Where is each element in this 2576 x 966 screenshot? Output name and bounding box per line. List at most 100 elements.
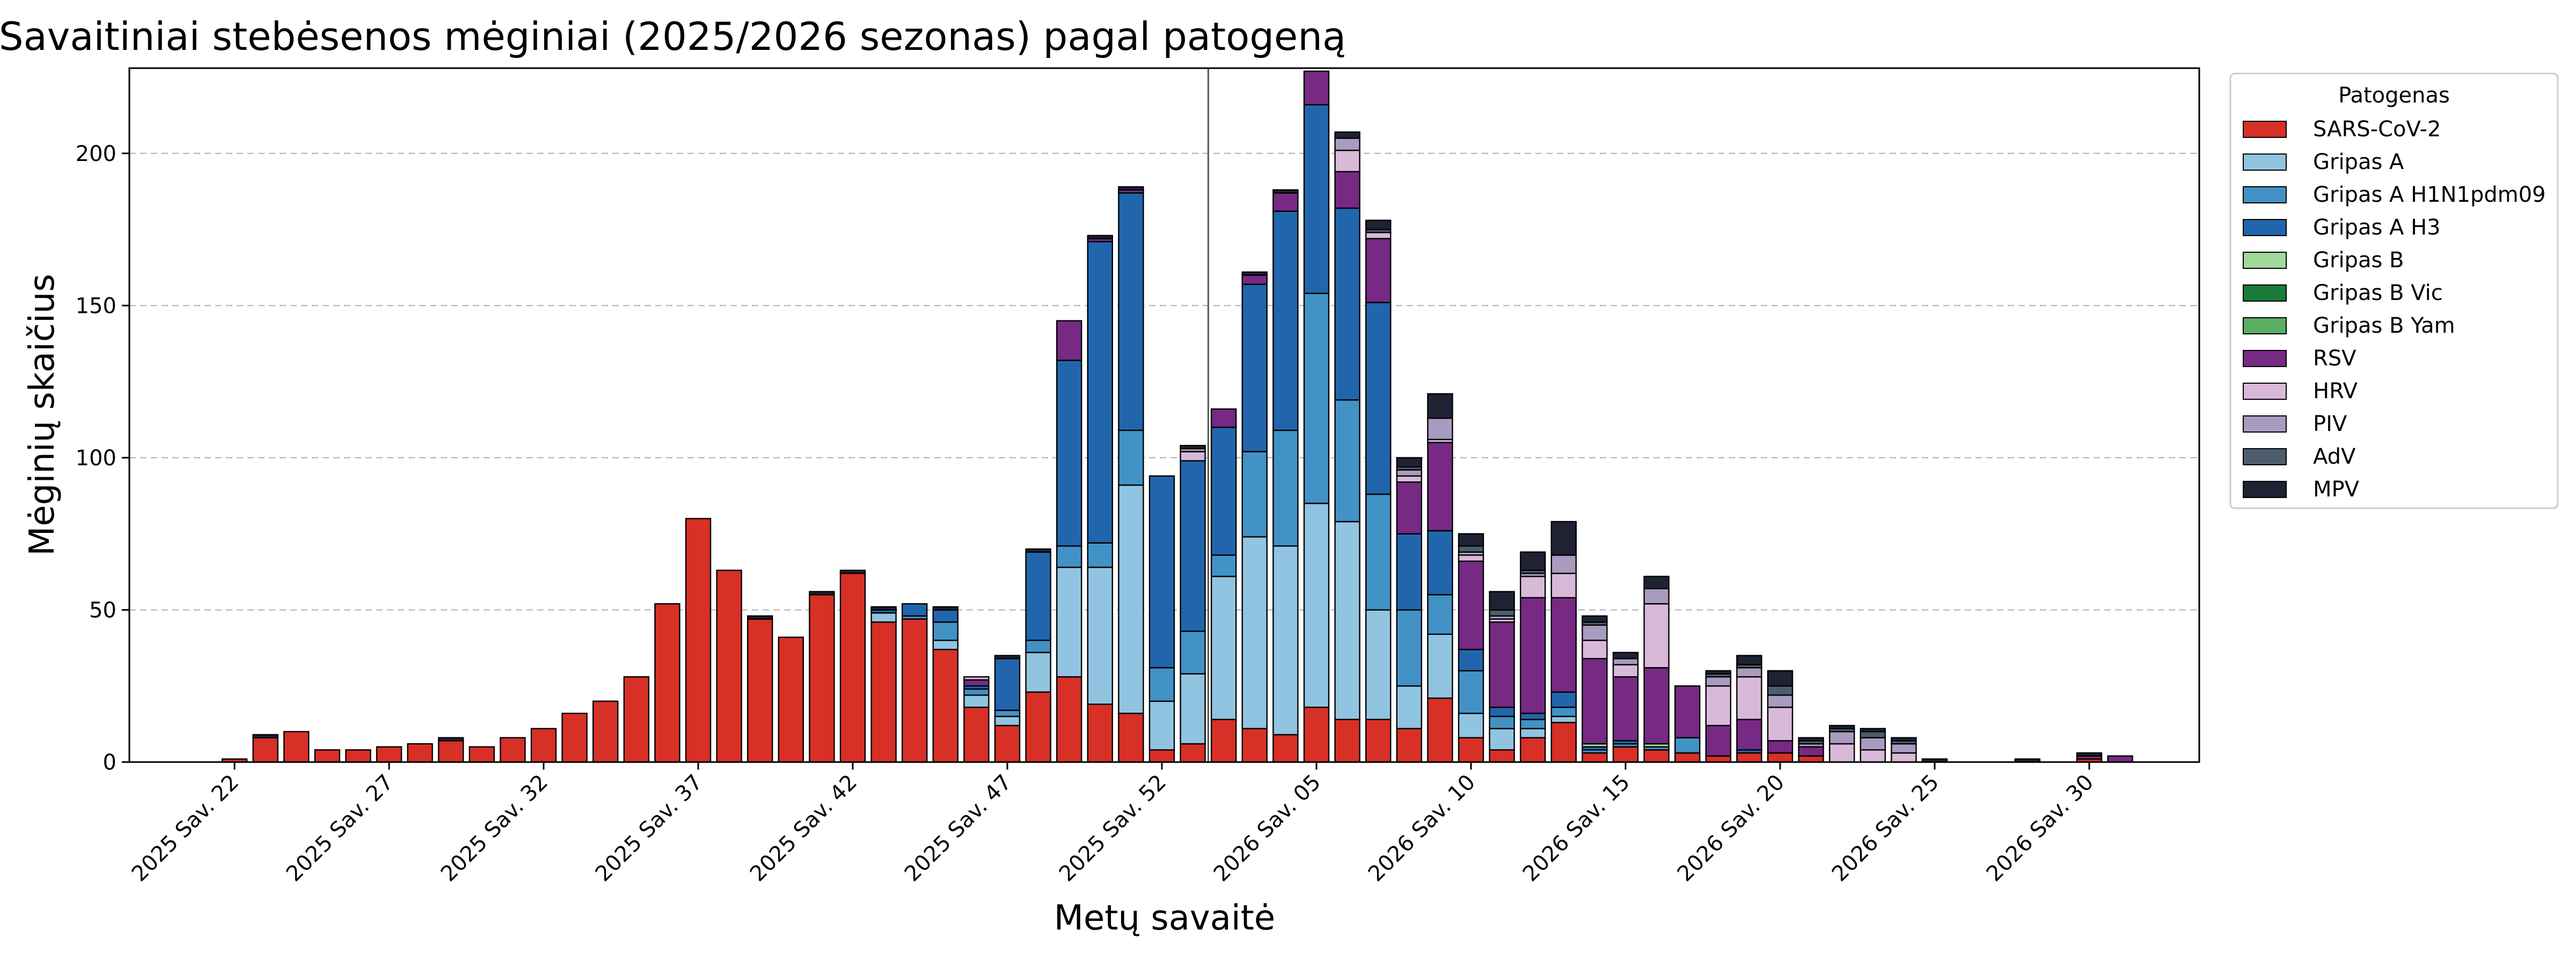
bar-segment	[1643, 588, 1670, 605]
bar-stack	[1427, 393, 1453, 763]
bar-segment	[1519, 719, 1546, 729]
bar-segment	[1118, 186, 1144, 191]
bar-stack	[252, 734, 279, 763]
bar-segment	[870, 621, 897, 763]
bar-segment	[1705, 724, 1732, 757]
bar-segment	[1612, 657, 1639, 665]
bar-segment	[1736, 676, 1762, 720]
bar-segment	[1180, 460, 1206, 632]
bar-segment	[1272, 210, 1299, 431]
bar-segment	[1458, 545, 1484, 553]
bar-stack	[500, 737, 526, 763]
y-tick-label: 100	[76, 446, 116, 471]
bar-stack	[1056, 320, 1082, 763]
bar-segment	[1334, 719, 1360, 763]
bar-segment	[252, 737, 279, 763]
legend-swatch	[2243, 448, 2287, 465]
bar-segment	[1396, 481, 1423, 535]
bar-segment	[1612, 746, 1639, 763]
bar-segment	[1458, 713, 1484, 738]
bar-stack	[1519, 551, 1546, 763]
bar-segment	[1303, 70, 1330, 106]
bar-stack	[963, 676, 990, 763]
bar-segment	[1550, 573, 1577, 598]
bar-segment	[438, 737, 464, 742]
bar-segment	[1891, 737, 1917, 742]
bar-stack	[1303, 70, 1330, 763]
x-axis-label: Metų savaitė	[1054, 898, 1276, 938]
bar-segment	[1303, 706, 1330, 763]
bar-segment	[1489, 728, 1515, 751]
legend-swatch	[2243, 284, 2287, 302]
bar-segment	[1612, 652, 1639, 660]
bar-segment	[1056, 545, 1082, 568]
bar-segment	[901, 603, 928, 617]
bar-segment	[561, 713, 588, 763]
bar-segment	[1643, 575, 1670, 589]
bar-segment	[1519, 597, 1546, 714]
legend-label: AdV	[2313, 444, 2356, 469]
legend-label: PIV	[2313, 412, 2347, 436]
bar-segment	[994, 657, 1021, 711]
bar-segment	[1056, 360, 1082, 547]
bars-group	[221, 70, 2133, 763]
bar-stack	[314, 749, 340, 763]
legend-label: MPV	[2313, 477, 2360, 502]
chart-title: Savaitiniai stebėsenos mėginiai (2025/20…	[0, 14, 1346, 59]
bar-segment	[1489, 749, 1515, 763]
legend-item: PIV	[2243, 412, 2347, 436]
bar-stack	[530, 728, 557, 763]
bar-segment	[252, 734, 279, 738]
y-tick-label: 0	[103, 750, 116, 775]
legend-item: HRV	[2243, 379, 2358, 404]
bar-segment	[1705, 685, 1732, 727]
bar-stack	[1118, 186, 1144, 763]
bar-segment	[1674, 752, 1701, 763]
bar-segment	[1427, 633, 1453, 699]
bar-segment	[1241, 271, 1268, 276]
bar-segment	[1334, 149, 1360, 173]
bar-segment	[1860, 731, 1886, 738]
bar-segment	[1643, 603, 1670, 669]
bar-segment	[1767, 694, 1794, 708]
bar-segment	[1210, 408, 1237, 428]
bar-segment	[1180, 743, 1206, 763]
bar-segment	[376, 746, 402, 763]
bar-segment	[1458, 648, 1484, 672]
bar-segment	[1705, 755, 1732, 763]
bar-segment	[1458, 533, 1484, 547]
bar-segment	[1612, 664, 1639, 678]
bar-segment	[1519, 551, 1546, 571]
legend-swatch	[2243, 350, 2287, 367]
bar-stack	[376, 746, 402, 763]
legend-swatch	[2243, 186, 2287, 203]
bar-segment	[1767, 740, 1794, 754]
bar-segment	[1798, 737, 1824, 742]
bar-segment	[1180, 630, 1206, 675]
legend-item: Gripas A H3	[2243, 215, 2441, 240]
bar-stack	[2107, 755, 2133, 763]
bar-stack	[809, 591, 835, 763]
bar-segment	[1550, 715, 1577, 723]
bar-segment	[1705, 670, 1732, 675]
bar-segment	[1118, 484, 1144, 714]
bar-stack	[1891, 737, 1917, 763]
bar-segment	[1396, 685, 1423, 729]
legend-item: Gripas B Yam	[2243, 313, 2455, 338]
bar-segment	[1582, 639, 1608, 660]
bar-stack	[901, 603, 928, 763]
legend: Patogenas SARS-CoV-2 Gripas A Gripas A H1N…	[2229, 72, 2559, 509]
bar-segment	[994, 724, 1021, 763]
bar-segment	[1087, 704, 1114, 763]
bar-segment	[1087, 235, 1114, 239]
bar-segment	[870, 606, 897, 611]
bar-segment	[1334, 207, 1360, 401]
bar-segment	[1365, 238, 1392, 303]
legend-item: AdV	[2243, 444, 2356, 469]
bar-segment	[1118, 429, 1144, 486]
bar-segment	[1427, 417, 1453, 441]
bar-segment	[1303, 502, 1330, 708]
legend-item: Gripas B Vic	[2243, 281, 2443, 305]
bar-segment	[1767, 706, 1794, 742]
bar-segment	[1550, 521, 1577, 556]
